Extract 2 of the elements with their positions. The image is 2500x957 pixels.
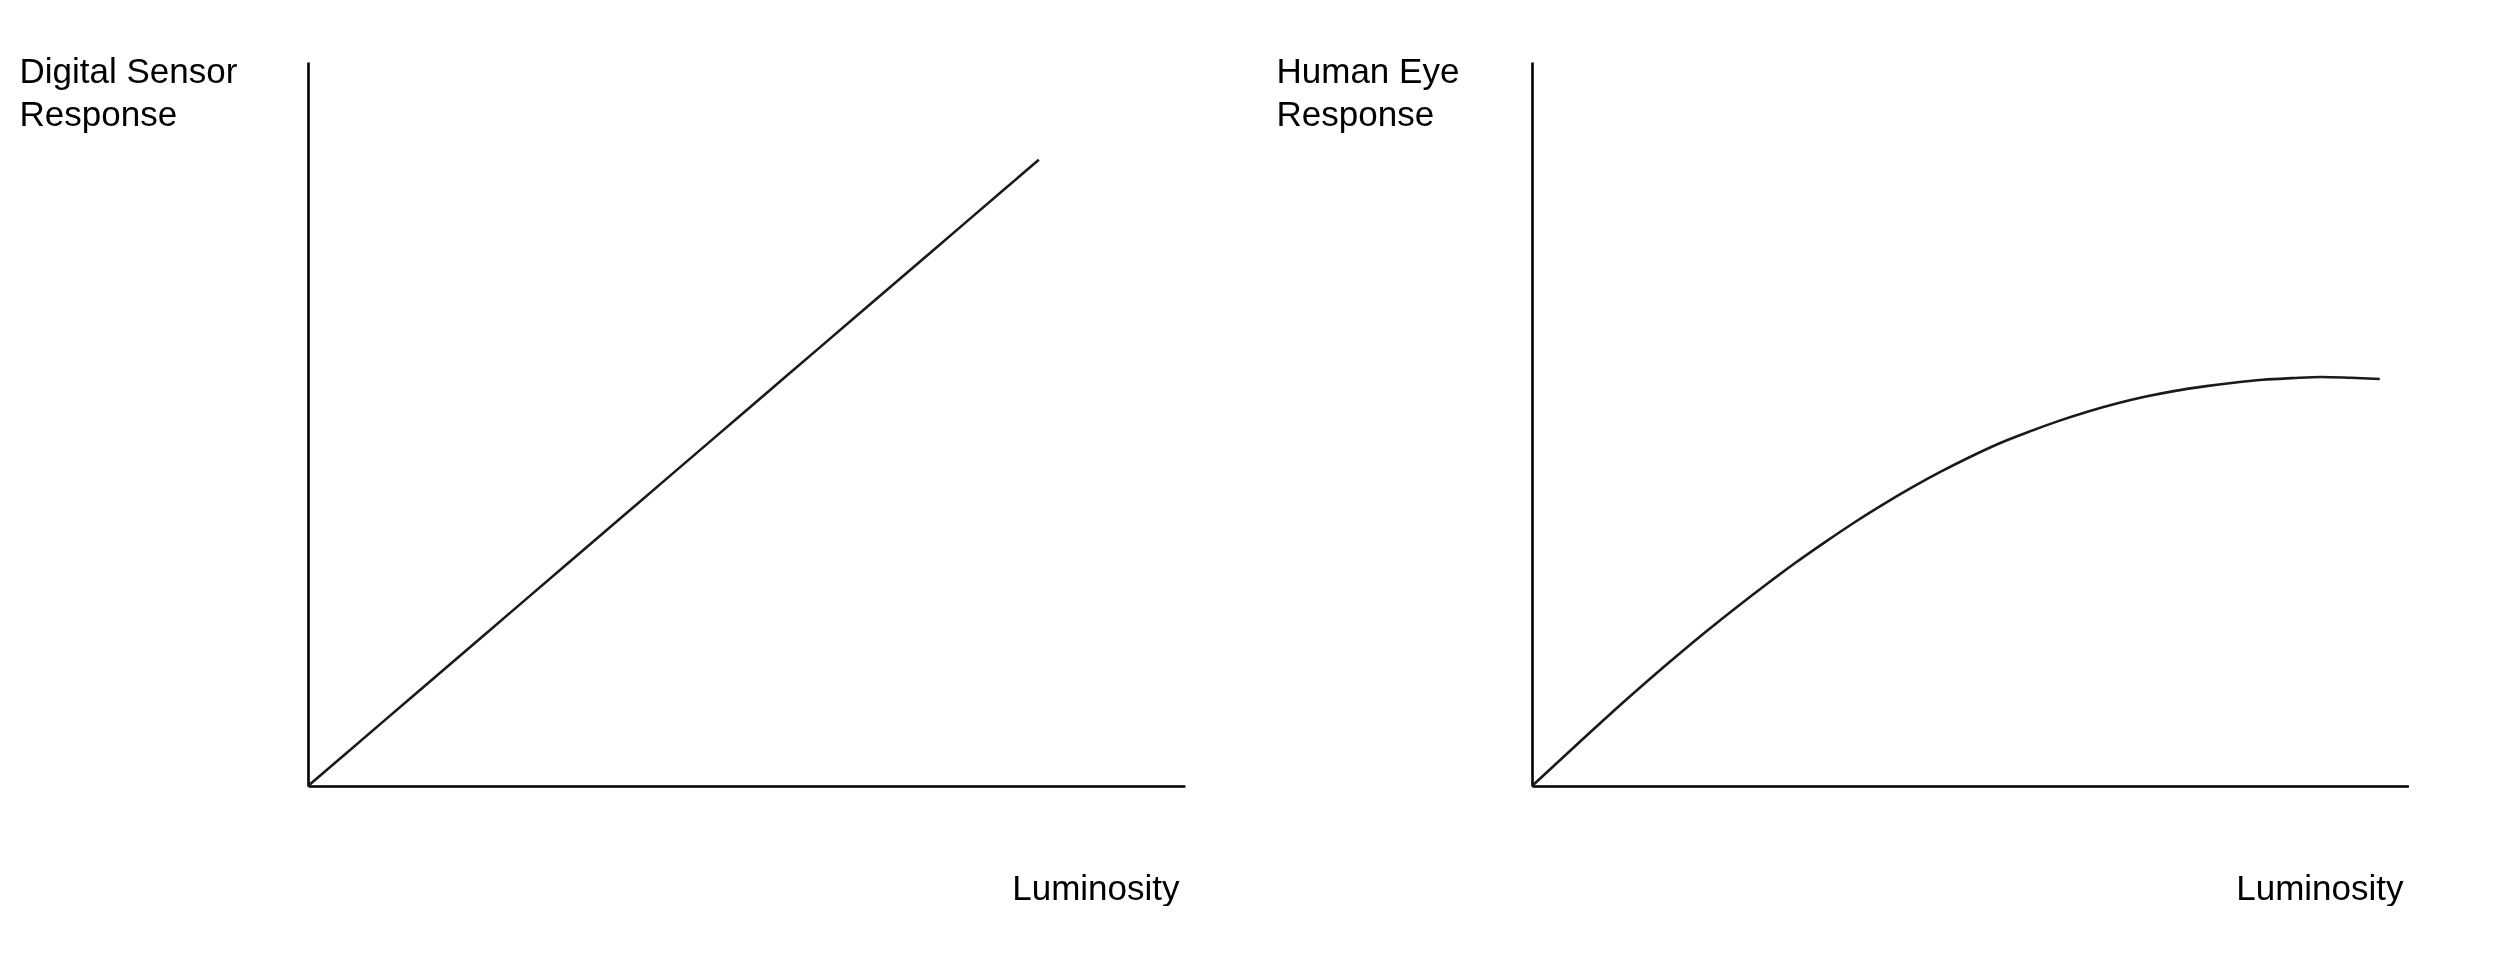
y-axis-title: Digital Sensor Response: [19, 50, 238, 133]
y-axis-title: Human Eye Response: [1276, 50, 1460, 133]
